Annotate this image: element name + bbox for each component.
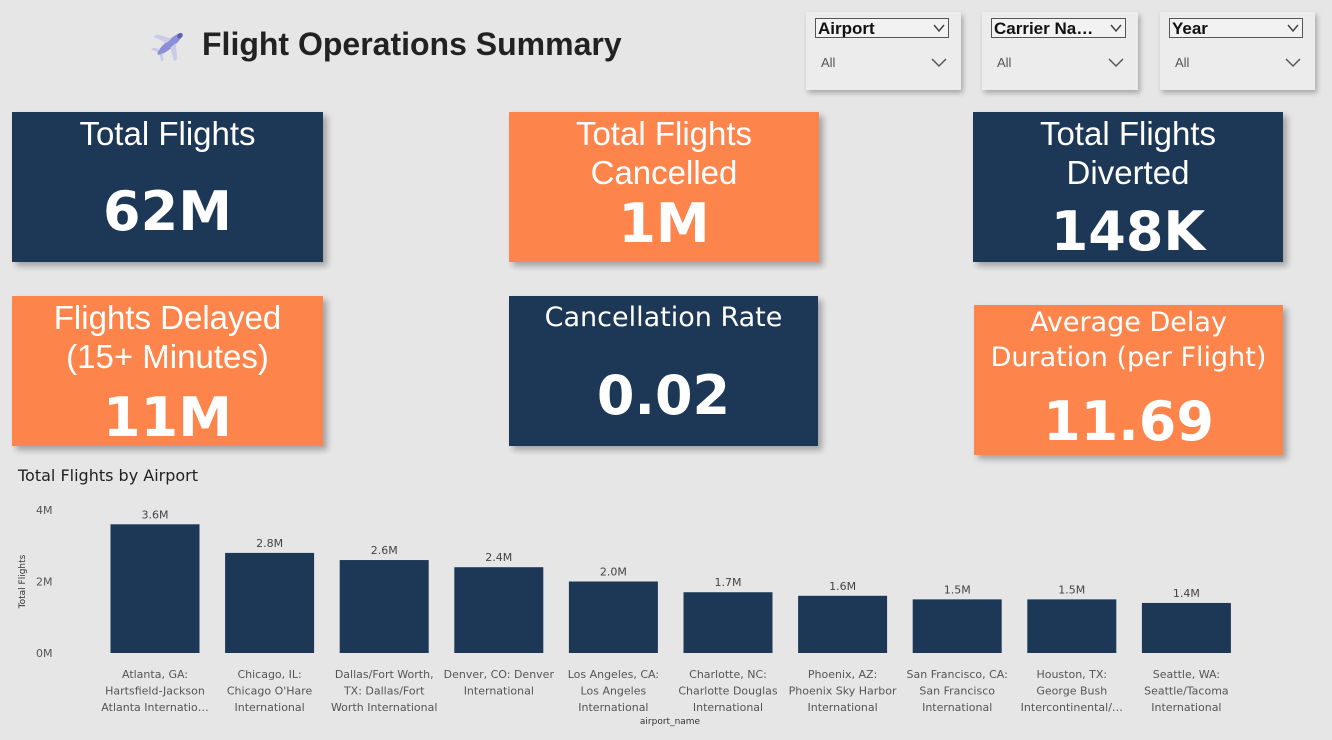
bar-data-label: 3.6M: [142, 508, 169, 521]
bar-chart: 0M 2M 4M Total Flights 3.6M Atlanta, GA: Harts…: [0, 490, 1332, 735]
x-tick-label: Atlanta Internatio…: [101, 701, 208, 714]
carrier-slicer-header[interactable]: Carrier Na…: [991, 18, 1126, 38]
diverted-label-line1: Total Flights: [973, 114, 1283, 153]
year-slicer-value[interactable]: All: [1175, 55, 1189, 70]
carrier-slicer-label: Carrier Na…: [994, 19, 1093, 38]
x-tick-label: Charlotte, NC:: [689, 668, 767, 681]
chevron-down-icon: [1287, 22, 1299, 34]
x-tick-label: George Bush: [1036, 685, 1107, 698]
airport-slicer-value[interactable]: All: [821, 55, 835, 70]
cancellation-rate-label: Cancellation Rate: [509, 298, 818, 337]
delayed-value: 11M: [12, 388, 323, 448]
year-slicer-label: Year: [1172, 19, 1208, 38]
bar: [111, 524, 200, 653]
x-tick-label: Dallas/Fort Worth,: [335, 668, 434, 681]
bar-data-label: 2.4M: [485, 551, 512, 564]
bar: [225, 553, 314, 653]
year-slicer[interactable]: Year All: [1160, 12, 1315, 90]
bar: [454, 567, 543, 653]
delayed-card: Flights Delayed (15+ Minutes) 11M: [12, 296, 323, 446]
x-tick-label: International: [1151, 701, 1221, 714]
x-tick-label: International: [922, 701, 992, 714]
total-flights-label: Total Flights: [12, 114, 323, 153]
cancelled-value: 1M: [509, 194, 819, 254]
bar-data-label: 1.5M: [944, 583, 971, 596]
diverted-card: Total Flights Diverted 148K: [973, 112, 1283, 262]
y-tick-label: 4M: [36, 504, 53, 517]
x-tick-label: Chicago, IL:: [237, 668, 301, 681]
avg-delay-label-line2: Duration (per Flight): [974, 340, 1283, 376]
bar-data-label: 1.7M: [715, 576, 742, 589]
page-title: Flight Operations Summary: [202, 26, 622, 63]
avg-delay-card: Average Delay Duration (per Flight) 11.6…: [974, 305, 1283, 455]
x-tick-label: International: [578, 701, 648, 714]
x-tick-label: Worth International: [331, 701, 437, 714]
x-tick-label: Houston, TX:: [1036, 668, 1107, 681]
y-tick-label: 0M: [36, 647, 53, 660]
x-tick-label: International: [234, 701, 304, 714]
page-header: Flight Operations Summary: [150, 22, 622, 66]
x-tick-label: Hartsfield-Jackson: [105, 685, 205, 698]
y-axis-label: Total Flights: [18, 554, 28, 609]
x-tick-label: Intercontinental/…: [1021, 701, 1123, 714]
x-tick-label: Phoenix Sky Harbor: [789, 685, 897, 698]
x-tick-label: Seattle/Tacoma: [1144, 685, 1229, 698]
chevron-down-icon[interactable]: [931, 56, 947, 68]
x-tick-label: Charlotte Douglas: [678, 685, 778, 698]
bar: [684, 592, 773, 653]
bar-data-label: 2.0M: [600, 566, 627, 579]
chart-title: Total Flights by Airport: [18, 466, 198, 485]
airport-slicer[interactable]: Airport All: [806, 12, 961, 90]
x-tick-label: Chicago O'Hare: [227, 685, 313, 698]
bar: [1027, 599, 1116, 653]
bar: [798, 596, 887, 653]
diverted-label-line2: Diverted: [973, 153, 1283, 192]
chevron-down-icon: [1110, 22, 1122, 34]
chevron-down-icon[interactable]: [1285, 56, 1301, 68]
bar: [913, 599, 1002, 653]
carrier-slicer[interactable]: Carrier Na… All: [982, 12, 1138, 90]
x-tick-label: Los Angeles: [581, 685, 647, 698]
cancelled-card: Total Flights Cancelled 1M: [509, 112, 819, 262]
total-flights-card: Total Flights 62M: [12, 112, 323, 262]
chevron-down-icon[interactable]: [1108, 56, 1124, 68]
airport-slicer-label: Airport: [818, 19, 875, 38]
x-tick-label: Seattle, WA:: [1153, 668, 1220, 681]
chevron-down-icon: [933, 22, 945, 34]
bar-data-label: 2.6M: [371, 544, 398, 557]
airport-slicer-header[interactable]: Airport: [815, 18, 949, 38]
diverted-value: 148K: [973, 202, 1283, 262]
delayed-label-line1: Flights Delayed: [12, 298, 323, 337]
x-tick-label: Los Angeles, CA:: [568, 668, 659, 681]
total-flights-value: 62M: [12, 182, 323, 242]
bar-data-label: 1.4M: [1173, 587, 1200, 600]
cancellation-rate-card: Cancellation Rate 0.02: [509, 296, 818, 446]
x-tick-label: Atlanta, GA:: [122, 668, 188, 681]
x-tick-label: International: [693, 701, 763, 714]
avg-delay-label-line1: Average Delay: [974, 305, 1283, 341]
cancelled-label-line2: Cancelled: [509, 153, 819, 192]
cancellation-rate-value: 0.02: [509, 366, 818, 426]
bar-data-label: 2.8M: [256, 537, 283, 550]
x-tick-label: TX: Dallas/Fort: [343, 685, 425, 698]
bar-data-label: 1.5M: [1058, 583, 1085, 596]
x-tick-label: San Francisco: [919, 685, 995, 698]
bar: [340, 560, 429, 653]
bar: [569, 582, 658, 654]
x-axis-label: airport_name: [640, 717, 701, 727]
cancelled-label-line1: Total Flights: [509, 114, 819, 153]
bar-data-label: 1.6M: [829, 580, 856, 593]
year-slicer-header[interactable]: Year: [1169, 18, 1303, 38]
carrier-slicer-value[interactable]: All: [997, 55, 1011, 70]
x-tick-label: International: [464, 685, 534, 698]
x-tick-label: International: [807, 701, 877, 714]
airplane-icon: [150, 24, 190, 64]
avg-delay-value: 11.69: [974, 392, 1283, 452]
x-tick-label: Phoenix, AZ:: [808, 668, 877, 681]
bar: [1142, 603, 1231, 653]
delayed-label-line2: (15+ Minutes): [12, 337, 323, 376]
x-tick-label: Denver, CO: Denver: [444, 668, 555, 681]
y-tick-label: 2M: [36, 576, 53, 589]
x-tick-label: San Francisco, CA:: [907, 668, 1008, 681]
